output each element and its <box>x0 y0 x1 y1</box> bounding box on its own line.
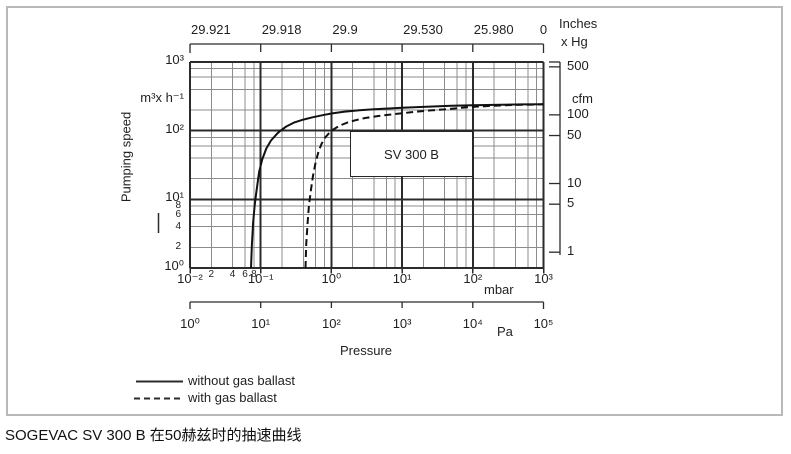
curve-dashed <box>304 103 544 269</box>
model-label-box: SV 300 B <box>350 131 473 177</box>
figure-border-box <box>6 6 783 416</box>
curve-solid <box>250 103 544 269</box>
model-label: SV 300 B <box>384 146 439 162</box>
